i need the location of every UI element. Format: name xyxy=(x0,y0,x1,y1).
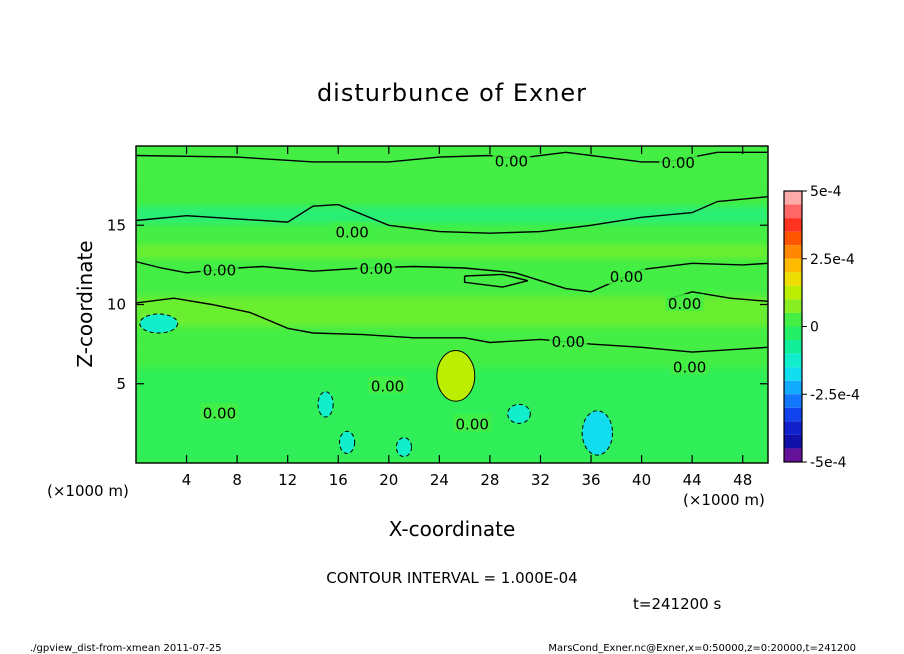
x-tick-label-8: 36 xyxy=(581,471,600,489)
x-tick-label-0: 4 xyxy=(182,471,192,489)
y-tick-label-2: 15 xyxy=(107,216,126,234)
contour-label-7: 0.00 xyxy=(552,333,585,351)
contour-label-6: 0.00 xyxy=(668,295,701,313)
contour-label-bg-2 xyxy=(333,222,372,240)
contour-label-bg-10 xyxy=(368,376,407,394)
x-tick-label-7: 32 xyxy=(531,471,550,489)
colorbar-bin-8 xyxy=(784,299,802,313)
colorbar-bin-5 xyxy=(784,258,802,273)
footer-right: MarsCond_Exner.nc@Exner,x=0:50000,z=0:20… xyxy=(548,643,856,654)
colorbar-bin-19 xyxy=(784,448,802,462)
x-tick-label-4: 20 xyxy=(379,471,398,489)
contour-label-bg-3 xyxy=(200,260,239,278)
contour-line-3 xyxy=(136,297,768,353)
chart-title: disturbunce of Exner xyxy=(317,79,587,107)
contour-label-0: 0.00 xyxy=(495,152,528,170)
colorbar-bin-18 xyxy=(784,434,802,449)
x-tick-label-9: 40 xyxy=(632,471,651,489)
colorbar-bin-6 xyxy=(784,272,802,286)
contour-label-4: 0.00 xyxy=(359,260,392,278)
contour-label-bg-4 xyxy=(357,259,396,277)
colorbar-bin-4 xyxy=(784,245,802,259)
contour-label-3: 0.00 xyxy=(203,262,236,280)
colorbar-bin-12 xyxy=(784,353,802,368)
shading-band-4 xyxy=(136,296,768,327)
timestamp-label: t=241200 s xyxy=(633,595,721,613)
contour-label-8: 0.00 xyxy=(673,358,706,376)
shading-band-1 xyxy=(136,206,768,224)
colorbar-bin-17 xyxy=(784,421,802,435)
contour-label-bg-9 xyxy=(200,403,239,421)
y-tick-label-1: 10 xyxy=(107,296,126,314)
contour-label-1: 0.00 xyxy=(662,154,695,172)
y-axis-title: Z-coordinate xyxy=(73,240,97,367)
colorbar-bin-10 xyxy=(784,326,802,341)
y-axis: 5 10 15 xyxy=(107,216,768,393)
colorbar-bin-16 xyxy=(784,407,802,422)
colorbar-bin-14 xyxy=(784,380,802,395)
plume-4 xyxy=(339,430,356,454)
contour-label-bg-7 xyxy=(549,331,588,349)
colorbar: 5e-4 2.5e-4 0 -2.5e-4 -5e-4 xyxy=(783,184,860,471)
colorbar-bin-3 xyxy=(784,231,802,246)
plume-6 xyxy=(139,313,179,334)
contour-label-bg-5 xyxy=(607,266,646,284)
x-unit-label-left: (×1000 m) xyxy=(47,482,129,500)
x-unit-label-right: (×1000 m) xyxy=(683,491,765,509)
x-tick-label-2: 12 xyxy=(278,471,297,489)
contour-label-11: 0.00 xyxy=(456,415,489,433)
colorbar-tick-label-0: 5e-4 xyxy=(810,184,842,200)
colorbar-tick-label-4: -5e-4 xyxy=(810,455,847,471)
contour-labels: 0.00 0.00 0.00 0.00 0.00 0.00 0.00 0.00 0.00 0.00… xyxy=(200,151,709,433)
colorbar-bin-2 xyxy=(784,218,802,232)
contour-label-bg-0 xyxy=(492,151,531,169)
x-tick-label-11: 48 xyxy=(733,471,752,489)
x-tick-label-1: 8 xyxy=(232,471,242,489)
colorbar-bin-13 xyxy=(784,367,802,381)
contour-label-bg-6 xyxy=(665,293,704,311)
contour-label-9: 0.00 xyxy=(203,404,236,422)
contour-line-1 xyxy=(136,196,768,234)
x-tick-label-6: 28 xyxy=(480,471,499,489)
colorbar-bin-15 xyxy=(784,394,802,408)
plume-0 xyxy=(436,349,476,402)
plot-area: 0.00 0.00 0.00 0.00 0.00 0.00 0.00 0.00 0.00 0.00… xyxy=(135,145,769,464)
plume-5 xyxy=(395,437,413,458)
colorbar-tick-label-2: 0 xyxy=(810,320,819,336)
contour-label-bg-11 xyxy=(453,414,492,432)
colorbar-bin-1 xyxy=(784,204,802,219)
shading-band-2 xyxy=(136,244,768,259)
contour-label-bg-1 xyxy=(659,152,698,170)
contour-label-10: 0.00 xyxy=(371,377,404,395)
colorbar-bin-11 xyxy=(784,340,802,354)
colorbar-bin-9 xyxy=(784,312,802,327)
plume-2 xyxy=(507,403,531,424)
x-axis-title: X-coordinate xyxy=(389,517,516,541)
x-tick-label-5: 24 xyxy=(430,471,449,489)
contour-label-2: 0.00 xyxy=(335,224,368,242)
shading-plumes xyxy=(139,313,614,458)
colorbar-bin-0 xyxy=(784,191,802,205)
colorbar-tick-label-1: 2.5e-4 xyxy=(810,252,855,268)
colorbar-tick-label-3: -2.5e-4 xyxy=(810,387,860,403)
y-tick-label-0: 5 xyxy=(116,375,126,393)
colorbar-bin-7 xyxy=(784,285,802,300)
contour-label-5: 0.00 xyxy=(610,268,643,286)
plume-1 xyxy=(581,410,614,456)
x-tick-label-3: 16 xyxy=(329,471,348,489)
plume-3 xyxy=(317,391,334,418)
contour-interval-note: CONTOUR INTERVAL = 1.000E-04 xyxy=(326,569,577,587)
footer-left: ./gpview_dist-from-xmean 2011-07-25 xyxy=(30,643,222,654)
shading-band-5 xyxy=(136,334,768,354)
contour-label-bg-8 xyxy=(670,357,709,375)
x-axis: 4 8 12 16 20 24 28 32 36 40 44 48 xyxy=(182,146,752,489)
x-tick-label-10: 44 xyxy=(683,471,702,489)
contour-line-5 xyxy=(463,273,528,288)
